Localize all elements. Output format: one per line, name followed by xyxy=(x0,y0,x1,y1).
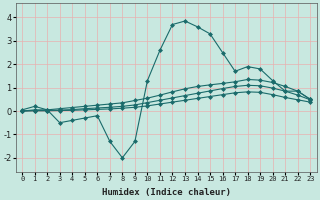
X-axis label: Humidex (Indice chaleur): Humidex (Indice chaleur) xyxy=(102,188,231,197)
